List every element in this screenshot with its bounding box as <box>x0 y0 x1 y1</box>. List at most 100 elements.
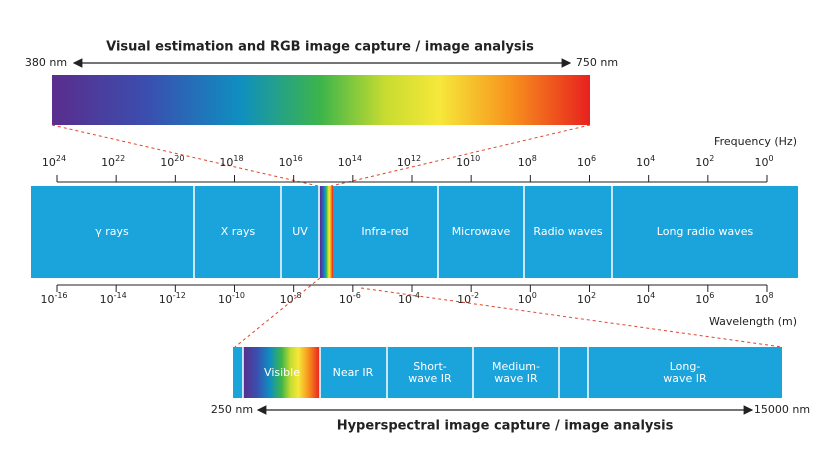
tick-exponent: 8 <box>532 154 537 163</box>
tick-exponent: -12 <box>173 291 186 300</box>
tick-base: 10 <box>456 156 470 169</box>
tick-exponent: 18 <box>233 154 243 163</box>
tick-label: 108 <box>754 291 773 307</box>
tick-base: 10 <box>754 293 768 306</box>
visible-strip <box>320 186 333 278</box>
tick-exponent: 14 <box>352 154 362 163</box>
tick-base: 10 <box>218 293 232 306</box>
tick-base: 10 <box>100 293 114 306</box>
zoom-line <box>330 124 591 187</box>
tick-exponent: -2 <box>471 291 479 300</box>
tick-base: 10 <box>40 293 54 306</box>
range-end: 750 nm <box>576 56 618 69</box>
range-start: 380 nm <box>25 56 67 69</box>
tick-exponent: -6 <box>353 291 361 300</box>
tick-exponent: 6 <box>709 291 714 300</box>
zoom-line <box>360 287 783 348</box>
tick-exponent: 6 <box>591 154 596 163</box>
tick-label: 104 <box>636 291 655 307</box>
tick-label: 10-16 <box>40 291 67 307</box>
tick-exponent: -4 <box>412 291 420 300</box>
tick-label: 1022 <box>101 154 125 170</box>
tick-base: 10 <box>695 156 709 169</box>
tick-base: 10 <box>518 156 532 169</box>
tick-exponent: 20 <box>174 154 184 163</box>
band-label: γ rays <box>95 225 129 238</box>
frequency-ticks: 1024 1022 1020 1018 1016 1014 1012 1010 108 106 10… <box>42 154 774 182</box>
tick-label: 10-14 <box>100 291 127 307</box>
tick-base: 10 <box>160 156 174 169</box>
tick-base: 10 <box>695 293 709 306</box>
top-section: Visual estimation and RGB image capture … <box>25 40 618 187</box>
tick-base: 10 <box>219 156 233 169</box>
tick-label: 1012 <box>397 154 421 170</box>
tick-base: 10 <box>338 156 352 169</box>
tick-label: 1020 <box>160 154 184 170</box>
band-label: Radio waves <box>533 225 602 238</box>
tick-base: 10 <box>101 156 115 169</box>
band-label: Infra-red <box>361 225 408 238</box>
visible-segment <box>243 347 320 398</box>
band-label: Microwave <box>452 225 511 238</box>
segment-labels: Visible Near IR Short-wave IR Medium-wave I… <box>242 347 707 398</box>
tick-base: 10 <box>636 293 650 306</box>
tick-exponent: 12 <box>411 154 421 163</box>
tick-label: 10-6 <box>339 291 361 307</box>
tick-label: 102 <box>577 291 596 307</box>
tick-label: 106 <box>577 154 596 170</box>
tick-label: 1014 <box>338 154 362 170</box>
tick-label: 108 <box>518 154 537 170</box>
tick-exponent: 24 <box>56 154 66 163</box>
tick-base: 10 <box>577 293 591 306</box>
tick-exponent: 4 <box>650 291 655 300</box>
tick-base: 10 <box>279 156 293 169</box>
tick-base: 10 <box>518 293 532 306</box>
tick-exponent: 2 <box>709 154 714 163</box>
tick-base: 10 <box>339 293 353 306</box>
frequency-label: Frequency (Hz) <box>714 135 797 148</box>
band-label: X rays <box>221 225 256 238</box>
spectrum-band <box>31 186 798 278</box>
tick-base: 10 <box>754 156 768 169</box>
tick-label: 10-12 <box>159 291 186 307</box>
tick-exponent: -14 <box>114 291 127 300</box>
tick-base: 10 <box>159 293 173 306</box>
tick-label: 10-8 <box>280 291 302 307</box>
band-label: UV <box>292 225 308 238</box>
tick-exponent: -10 <box>232 291 245 300</box>
range-start: 250 nm <box>211 403 253 416</box>
bottom-title: Hyperspectral image capture / image anal… <box>337 419 674 434</box>
tick-base: 10 <box>397 156 411 169</box>
tick-exponent: -16 <box>54 291 67 300</box>
tick-label: 100 <box>518 291 537 307</box>
tick-base: 10 <box>398 293 412 306</box>
segment-label: Medium-wave IR <box>492 360 540 385</box>
wavelength-ticks: 10-16 10-14 10-12 10-10 10-8 10-6 10-4 10-2 100 1… <box>40 285 774 307</box>
tick-label: 1024 <box>42 154 66 170</box>
segment-label: Long-wave IR <box>663 360 707 385</box>
tick-exponent: 0 <box>768 154 773 163</box>
tick-base: 10 <box>457 293 471 306</box>
zoom-line <box>234 277 321 348</box>
tick-exponent: -8 <box>294 291 302 300</box>
tick-exponent: 0 <box>532 291 537 300</box>
tick-label: 10-10 <box>218 291 245 307</box>
tick-base: 10 <box>636 156 650 169</box>
tick-label: 100 <box>754 154 773 170</box>
tick-label: 1018 <box>219 154 243 170</box>
band-label: Long radio waves <box>657 225 754 238</box>
segment-label: Near IR <box>333 366 374 379</box>
range-end: 15000 nm <box>754 403 810 416</box>
band-labels: γ rays X rays UV Infra-red Microwave Radio wa… <box>95 186 753 278</box>
tick-base: 10 <box>577 156 591 169</box>
hyperspectral-band <box>233 347 782 398</box>
tick-exponent: 8 <box>768 291 773 300</box>
visible-spectrum <box>52 75 590 125</box>
tick-label: 104 <box>636 154 655 170</box>
tick-exponent: 16 <box>293 154 303 163</box>
tick-label: 10-2 <box>457 291 479 307</box>
tick-base: 10 <box>42 156 56 169</box>
tick-exponent: 10 <box>470 154 480 163</box>
wavelength-label: Wavelength (m) <box>709 315 797 328</box>
